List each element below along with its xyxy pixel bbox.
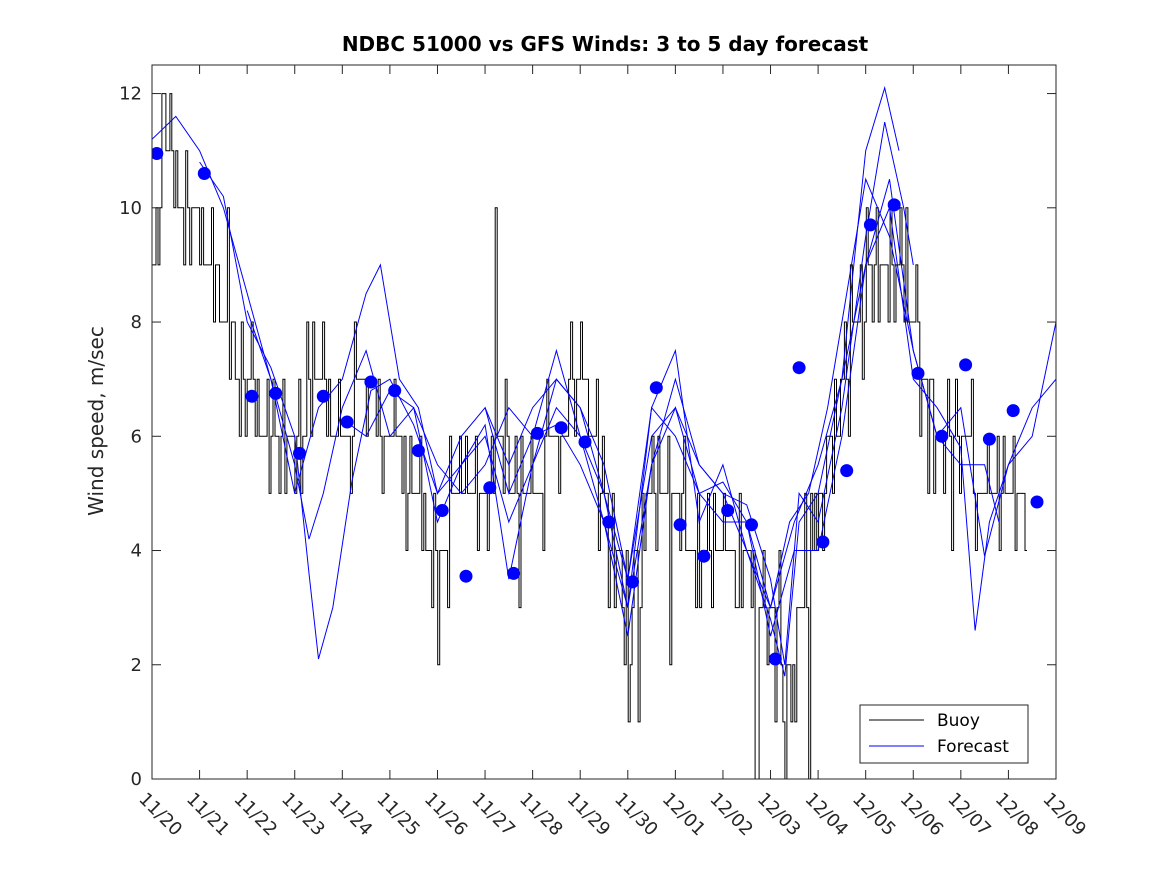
chart-title: NDBC 51000 vs GFS Winds: 3 to 5 day fore… bbox=[342, 32, 869, 56]
forecast-marker-13 bbox=[483, 481, 497, 495]
legend-forecast-label: Forecast bbox=[937, 737, 1009, 757]
plot-background bbox=[152, 65, 1056, 779]
forecast-marker-19 bbox=[626, 575, 639, 589]
x-tick-label: 11/27 bbox=[468, 789, 520, 841]
x-tick-label: 12/04 bbox=[801, 789, 853, 841]
forecast-member-line-5 bbox=[484, 179, 1056, 610]
y-axis-label: Wind speed, m/sec bbox=[84, 326, 108, 516]
y-tick-label: 0 bbox=[131, 769, 142, 790]
forecast-marker-23 bbox=[721, 504, 735, 517]
x-tick-label: 12/02 bbox=[705, 789, 757, 841]
forecast-marker-20 bbox=[649, 381, 663, 395]
forecast-marker-33 bbox=[959, 358, 973, 372]
forecast-marker-4 bbox=[269, 386, 283, 400]
forecast-member-line-2 bbox=[199, 85, 900, 677]
forecast-marker-16 bbox=[554, 421, 568, 435]
y-tick-label: 2 bbox=[131, 655, 142, 676]
x-tick-label: 11/30 bbox=[610, 789, 662, 841]
forecast-marker-10 bbox=[411, 444, 425, 458]
x-tick-label: 12/03 bbox=[753, 789, 805, 841]
forecast-marker-17 bbox=[578, 435, 592, 449]
forecast-marker-30 bbox=[887, 198, 901, 212]
x-tick-label: 12/08 bbox=[991, 789, 1043, 841]
forecast-member-line-3 bbox=[246, 177, 1000, 637]
forecast-marker-12 bbox=[459, 569, 473, 583]
legend-box bbox=[859, 704, 1029, 764]
forecast-marker-35 bbox=[1006, 404, 1020, 418]
x-tick-label: 11/21 bbox=[182, 789, 234, 841]
x-tick-label: 12/05 bbox=[848, 789, 900, 841]
x-tick-label: 12/06 bbox=[896, 789, 948, 841]
series-layer bbox=[152, 85, 1056, 779]
y-tick-label: 12 bbox=[119, 84, 142, 105]
forecast-marker-3 bbox=[245, 389, 259, 403]
forecast-marker-34 bbox=[982, 432, 996, 446]
forecast-marker-14 bbox=[507, 566, 521, 580]
y-tick-label: 4 bbox=[131, 541, 142, 562]
forecast-marker-24 bbox=[745, 518, 758, 532]
x-tick-label: 11/23 bbox=[277, 789, 329, 841]
x-tick-label: 11/24 bbox=[325, 789, 377, 841]
forecast-marker-2 bbox=[197, 167, 211, 180]
forecast-marker-6 bbox=[316, 389, 330, 403]
forecast-member-line-4 bbox=[342, 205, 1056, 637]
forecast-marker-15 bbox=[530, 426, 544, 440]
x-tick-label: 11/26 bbox=[420, 789, 472, 841]
forecast-marker-29 bbox=[863, 218, 877, 232]
forecast-marker-25 bbox=[768, 652, 782, 666]
forecast-marker-18 bbox=[602, 515, 616, 529]
forecast-marker-1 bbox=[152, 147, 164, 160]
forecast-marker-22 bbox=[697, 549, 711, 563]
x-tick-label: 11/20 bbox=[134, 789, 186, 841]
forecast-marker-27 bbox=[816, 535, 830, 549]
forecast-marker-28 bbox=[840, 464, 854, 478]
forecast-marker-7 bbox=[340, 415, 354, 429]
forecast-member-line-1 bbox=[152, 115, 914, 665]
axes-box bbox=[151, 64, 1057, 780]
x-tick-label: 11/28 bbox=[515, 789, 567, 841]
forecast-marker-32 bbox=[935, 429, 949, 443]
y-tick-label: 6 bbox=[131, 426, 142, 447]
x-tick-label: 12/07 bbox=[943, 789, 995, 841]
x-tick-label: 11/22 bbox=[230, 789, 282, 841]
legend: Buoy Forecast bbox=[859, 704, 1029, 764]
y-tick-label: 8 bbox=[131, 312, 142, 333]
legend-buoy-label: Buoy bbox=[937, 711, 980, 731]
x-tick-label: 12/09 bbox=[1038, 789, 1090, 841]
x-tick-label: 12/01 bbox=[658, 789, 710, 841]
forecast-marker-9 bbox=[388, 384, 402, 398]
forecast-marker-26 bbox=[792, 361, 806, 375]
forecast-marker-8 bbox=[364, 375, 378, 389]
x-tick-label: 11/25 bbox=[372, 789, 424, 841]
x-tick-label: 11/29 bbox=[563, 789, 615, 841]
forecast-marker-11 bbox=[435, 504, 449, 517]
forecast-marker-21 bbox=[673, 518, 687, 532]
y-tick-label: 10 bbox=[119, 198, 142, 219]
forecast-marker-5 bbox=[293, 446, 306, 460]
forecast-marker-31 bbox=[911, 366, 925, 380]
forecast-marker-36 bbox=[1030, 495, 1044, 509]
